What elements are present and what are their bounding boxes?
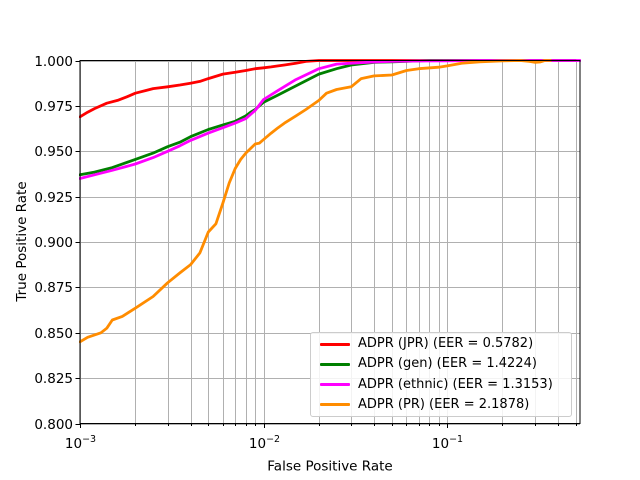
y-tick-label: 1.000	[34, 54, 73, 70]
legend-line-swatch	[320, 362, 350, 366]
curve-adpr-jpr	[79, 59, 577, 119]
legend-entry: ADPR (PR) (EER = 2.1878)	[311, 395, 571, 415]
y-tick-label: 0.950	[34, 144, 73, 160]
curve-adpr-pr	[79, 59, 552, 344]
x-tick-label: 10−3	[65, 434, 96, 452]
y-tick-label: 0.975	[34, 99, 73, 115]
legend-entry: ADPR (JPR) (EER = 0.5782)	[311, 334, 571, 354]
legend-line-swatch	[320, 383, 350, 387]
x-axis-label: False Positive Rate	[267, 459, 392, 475]
legend-label: ADPR (PR) (EER = 2.1878)	[358, 396, 530, 412]
y-tick-label: 0.875	[34, 280, 73, 296]
curve-adpr-ethnic	[79, 59, 581, 180]
x-tick-label: 10−1	[432, 434, 463, 452]
x-tick-label: 10−2	[249, 434, 280, 452]
y-tick-label: 0.850	[34, 326, 73, 342]
curve-layer	[79, 59, 581, 344]
tick-layer	[75, 61, 577, 429]
y-axis-label: True Positive Rate	[14, 181, 30, 302]
legend-label: ADPR (ethnic) (EER = 1.3153)	[358, 376, 553, 392]
legend-entry: ADPR (gen) (EER = 1.4224)	[311, 354, 571, 374]
legend-box: ADPR (JPR) (EER = 0.5782) ADPR (gen) (EER…	[310, 332, 572, 417]
legend-line-swatch	[320, 342, 350, 346]
legend-label: ADPR (JPR) (EER = 0.5782)	[358, 336, 534, 352]
tick-label-layer: 1.000 0.975 0.950 0.925 0.900 0.875 0.850 0.825…	[34, 54, 463, 452]
y-tick-label: 0.825	[34, 371, 73, 387]
y-tick-label: 0.800	[34, 417, 73, 433]
legend-entry: ADPR (ethnic) (EER = 1.3153)	[311, 375, 571, 395]
y-tick-label: 0.925	[34, 190, 73, 206]
y-tick-label: 0.900	[34, 235, 73, 251]
legend-label: ADPR (gen) (EER = 1.4224)	[358, 356, 537, 372]
legend-line-swatch	[320, 403, 350, 407]
